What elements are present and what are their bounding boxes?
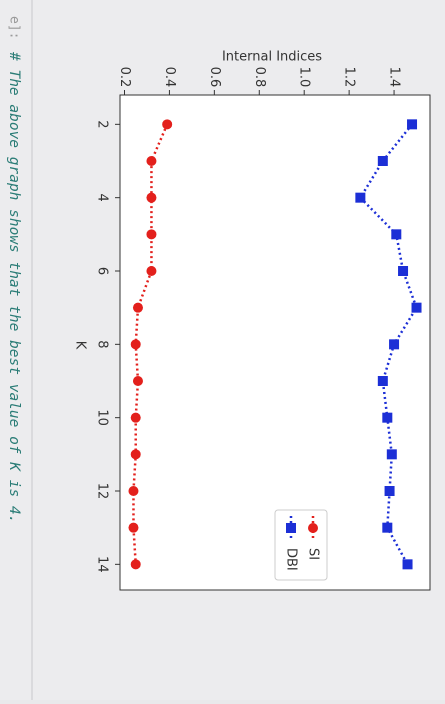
legend-label: DBI <box>284 548 299 571</box>
data-point <box>377 376 388 386</box>
y-tick-label: 0.2 <box>117 67 132 88</box>
x-axis-label: K <box>73 341 88 350</box>
y-tick-label: 1.2 <box>342 67 357 88</box>
data-point <box>146 156 157 166</box>
data-point <box>398 266 409 276</box>
plot-area <box>119 94 431 591</box>
y-tick-label: 0.4 <box>162 67 177 88</box>
y-tick-label: 0.6 <box>207 67 222 88</box>
x-tick-label: 4 <box>95 194 110 202</box>
x-tick-label: 8 <box>95 340 110 348</box>
data-point <box>382 522 393 533</box>
data-point <box>146 266 157 276</box>
data-point <box>407 119 418 130</box>
x-tick-label: 2 <box>94 120 109 128</box>
y-tick-label: 1.4 <box>387 67 402 88</box>
y-axis-label: Internal Indices <box>222 50 322 65</box>
data-point <box>130 559 141 570</box>
y-tick-label: 1.0 <box>297 67 312 88</box>
data-point <box>391 229 402 240</box>
markdown-comment: # The above graph shows that the best va… <box>6 51 22 523</box>
data-point <box>382 412 393 423</box>
data-point <box>386 449 397 460</box>
data-point <box>146 192 157 203</box>
data-point <box>132 302 143 313</box>
data-point <box>389 339 400 350</box>
data-point <box>128 486 139 496</box>
x-tick-label: 12 <box>95 483 110 500</box>
x-tick-label: 14 <box>95 556 110 573</box>
x-tick-label: 6 <box>95 267 110 275</box>
data-point <box>130 449 141 460</box>
data-point <box>130 339 141 350</box>
x-tick-label: 10 <box>95 409 110 426</box>
legend-marker <box>308 523 318 533</box>
legend-marker <box>286 523 296 533</box>
data-point <box>132 376 143 386</box>
data-point <box>384 486 395 496</box>
data-point <box>377 156 388 166</box>
legend-box <box>274 509 328 581</box>
legend-label: SI <box>306 548 321 560</box>
data-point <box>162 119 173 130</box>
cell-prompt: e]: <box>7 16 22 39</box>
data-point <box>130 412 141 423</box>
data-point <box>411 302 422 313</box>
data-point <box>146 229 157 240</box>
data-point <box>355 192 366 203</box>
y-tick-label: 0.8 <box>252 67 267 88</box>
data-point <box>402 559 413 570</box>
data-point <box>128 522 139 533</box>
